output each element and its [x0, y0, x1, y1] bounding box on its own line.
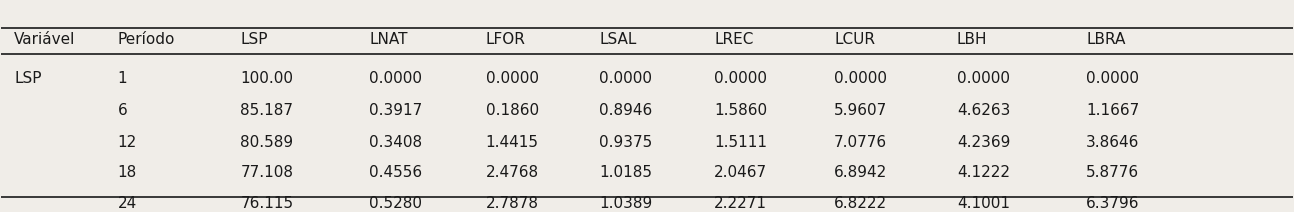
- Text: 7.0776: 7.0776: [835, 135, 888, 150]
- Text: 4.1001: 4.1001: [956, 196, 1009, 211]
- Text: 0.0000: 0.0000: [956, 71, 1009, 86]
- Text: Variável: Variável: [14, 32, 75, 47]
- Text: 76.115: 76.115: [241, 196, 294, 211]
- Text: LSAL: LSAL: [599, 32, 637, 47]
- Text: 0.3917: 0.3917: [369, 103, 423, 118]
- Text: 6.3796: 6.3796: [1086, 196, 1140, 211]
- Text: 1.4415: 1.4415: [485, 135, 538, 150]
- Text: 12: 12: [118, 135, 137, 150]
- Text: 24: 24: [118, 196, 137, 211]
- Text: 4.6263: 4.6263: [956, 103, 1011, 118]
- Text: 6.8222: 6.8222: [835, 196, 888, 211]
- Text: 0.3408: 0.3408: [369, 135, 423, 150]
- Text: 0.0000: 0.0000: [599, 71, 652, 86]
- Text: 5.8776: 5.8776: [1086, 165, 1139, 180]
- Text: 0.4556: 0.4556: [369, 165, 423, 180]
- Text: 0.1860: 0.1860: [485, 103, 538, 118]
- Text: 0.5280: 0.5280: [369, 196, 422, 211]
- Text: Período: Período: [118, 32, 175, 47]
- Text: 1: 1: [118, 71, 127, 86]
- Text: 1.0185: 1.0185: [599, 165, 652, 180]
- Text: 100.00: 100.00: [241, 71, 294, 86]
- Text: 80.589: 80.589: [241, 135, 294, 150]
- Text: 2.0467: 2.0467: [714, 165, 767, 180]
- Text: 1.1667: 1.1667: [1086, 103, 1139, 118]
- Text: 85.187: 85.187: [241, 103, 294, 118]
- Text: 5.9607: 5.9607: [835, 103, 888, 118]
- Text: 3.8646: 3.8646: [1086, 135, 1140, 150]
- Text: 0.0000: 0.0000: [714, 71, 767, 86]
- Text: 1.5111: 1.5111: [714, 135, 767, 150]
- Text: 4.1222: 4.1222: [956, 165, 1009, 180]
- Text: 18: 18: [118, 165, 137, 180]
- Text: LSP: LSP: [14, 71, 41, 86]
- Text: 6: 6: [118, 103, 127, 118]
- Text: 1.5860: 1.5860: [714, 103, 767, 118]
- Text: LSP: LSP: [241, 32, 268, 47]
- Text: LBH: LBH: [956, 32, 987, 47]
- Text: 4.2369: 4.2369: [956, 135, 1011, 150]
- Text: 0.0000: 0.0000: [369, 71, 422, 86]
- Text: 0.0000: 0.0000: [835, 71, 888, 86]
- Text: LCUR: LCUR: [835, 32, 875, 47]
- Text: 0.0000: 0.0000: [1086, 71, 1139, 86]
- Text: LNAT: LNAT: [369, 32, 408, 47]
- Text: 2.2271: 2.2271: [714, 196, 767, 211]
- Text: 2.4768: 2.4768: [485, 165, 538, 180]
- Text: 0.0000: 0.0000: [485, 71, 538, 86]
- Text: 0.9375: 0.9375: [599, 135, 652, 150]
- Text: 1.0389: 1.0389: [599, 196, 652, 211]
- Text: 0.8946: 0.8946: [599, 103, 652, 118]
- Text: LBRA: LBRA: [1086, 32, 1126, 47]
- Text: LREC: LREC: [714, 32, 753, 47]
- Text: 2.7878: 2.7878: [485, 196, 538, 211]
- Text: 77.108: 77.108: [241, 165, 294, 180]
- Text: 6.8942: 6.8942: [835, 165, 888, 180]
- Text: LFOR: LFOR: [485, 32, 525, 47]
